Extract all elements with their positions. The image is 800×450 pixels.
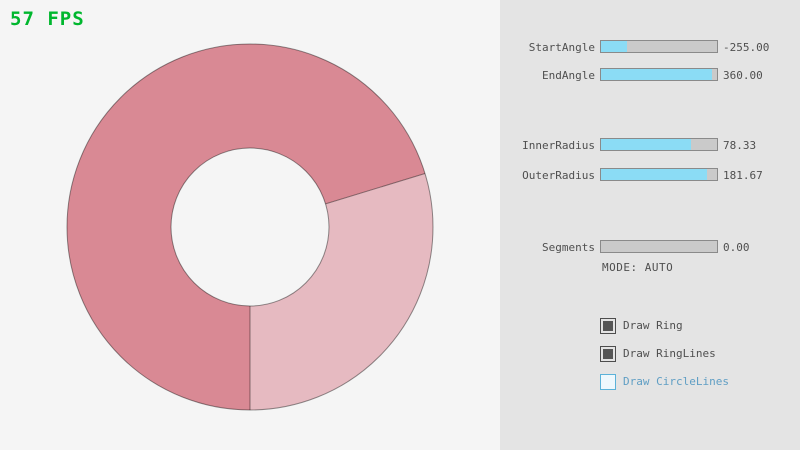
segments-value: 0.00 — [723, 241, 750, 254]
outerradius-slider[interactable] — [600, 168, 718, 181]
ring-outline-inner — [170, 147, 330, 307]
slider-fill — [601, 139, 692, 150]
outerradius-label: OuterRadius — [522, 169, 595, 182]
innerradius-label: InnerRadius — [522, 139, 595, 152]
checkbox-row-draw-circlelines: Draw CircleLines — [500, 374, 800, 390]
slider-row-startangle: StartAngle -255.00 — [500, 40, 800, 54]
startangle-label: StartAngle — [528, 41, 595, 54]
draw-circlelines-checkbox[interactable] — [600, 374, 616, 390]
slider-fill — [601, 69, 713, 80]
controls-panel: StartAngle -255.00 EndAngle 360.00 Inner… — [500, 0, 800, 450]
slider-fill — [601, 41, 627, 52]
draw-circlelines-label: Draw CircleLines — [623, 375, 729, 388]
innerradius-slider[interactable] — [600, 138, 718, 151]
segments-mode-text: MODE: AUTO — [602, 261, 674, 274]
slider-row-outerradius: OuterRadius 181.67 — [500, 168, 800, 182]
draw-ring-label: Draw Ring — [623, 319, 683, 332]
slider-row-segments: Segments 0.00 — [500, 240, 800, 254]
slider-row-endangle: EndAngle 360.00 — [500, 68, 800, 82]
fps-counter: 57 FPS — [10, 8, 85, 30]
slider-row-innerradius: InnerRadius 78.33 — [500, 138, 800, 152]
startangle-slider[interactable] — [600, 40, 718, 53]
ring-boundary-line-upper-right — [325, 173, 426, 205]
checkbox-row-draw-ringlines: Draw RingLines — [500, 346, 800, 362]
ring-visualization — [66, 43, 434, 411]
segments-label: Segments — [542, 241, 595, 254]
draw-ringlines-label: Draw RingLines — [623, 347, 716, 360]
outerradius-value: 181.67 — [723, 169, 763, 182]
ring-sector-dark — [66, 43, 425, 411]
startangle-value: -255.00 — [723, 41, 770, 54]
endangle-slider[interactable] — [600, 68, 718, 81]
slider-fill — [601, 169, 707, 180]
draw-ringlines-checkbox[interactable] — [600, 346, 616, 362]
ring-sector-light — [250, 173, 433, 410]
ring-outline-outer — [66, 43, 434, 411]
segments-slider[interactable] — [600, 240, 718, 253]
draw-ring-checkbox[interactable] — [600, 318, 616, 334]
innerradius-value: 78.33 — [723, 139, 757, 152]
endangle-value: 360.00 — [723, 69, 763, 82]
endangle-label: EndAngle — [542, 69, 595, 82]
checkbox-row-draw-ring: Draw Ring — [500, 318, 800, 334]
